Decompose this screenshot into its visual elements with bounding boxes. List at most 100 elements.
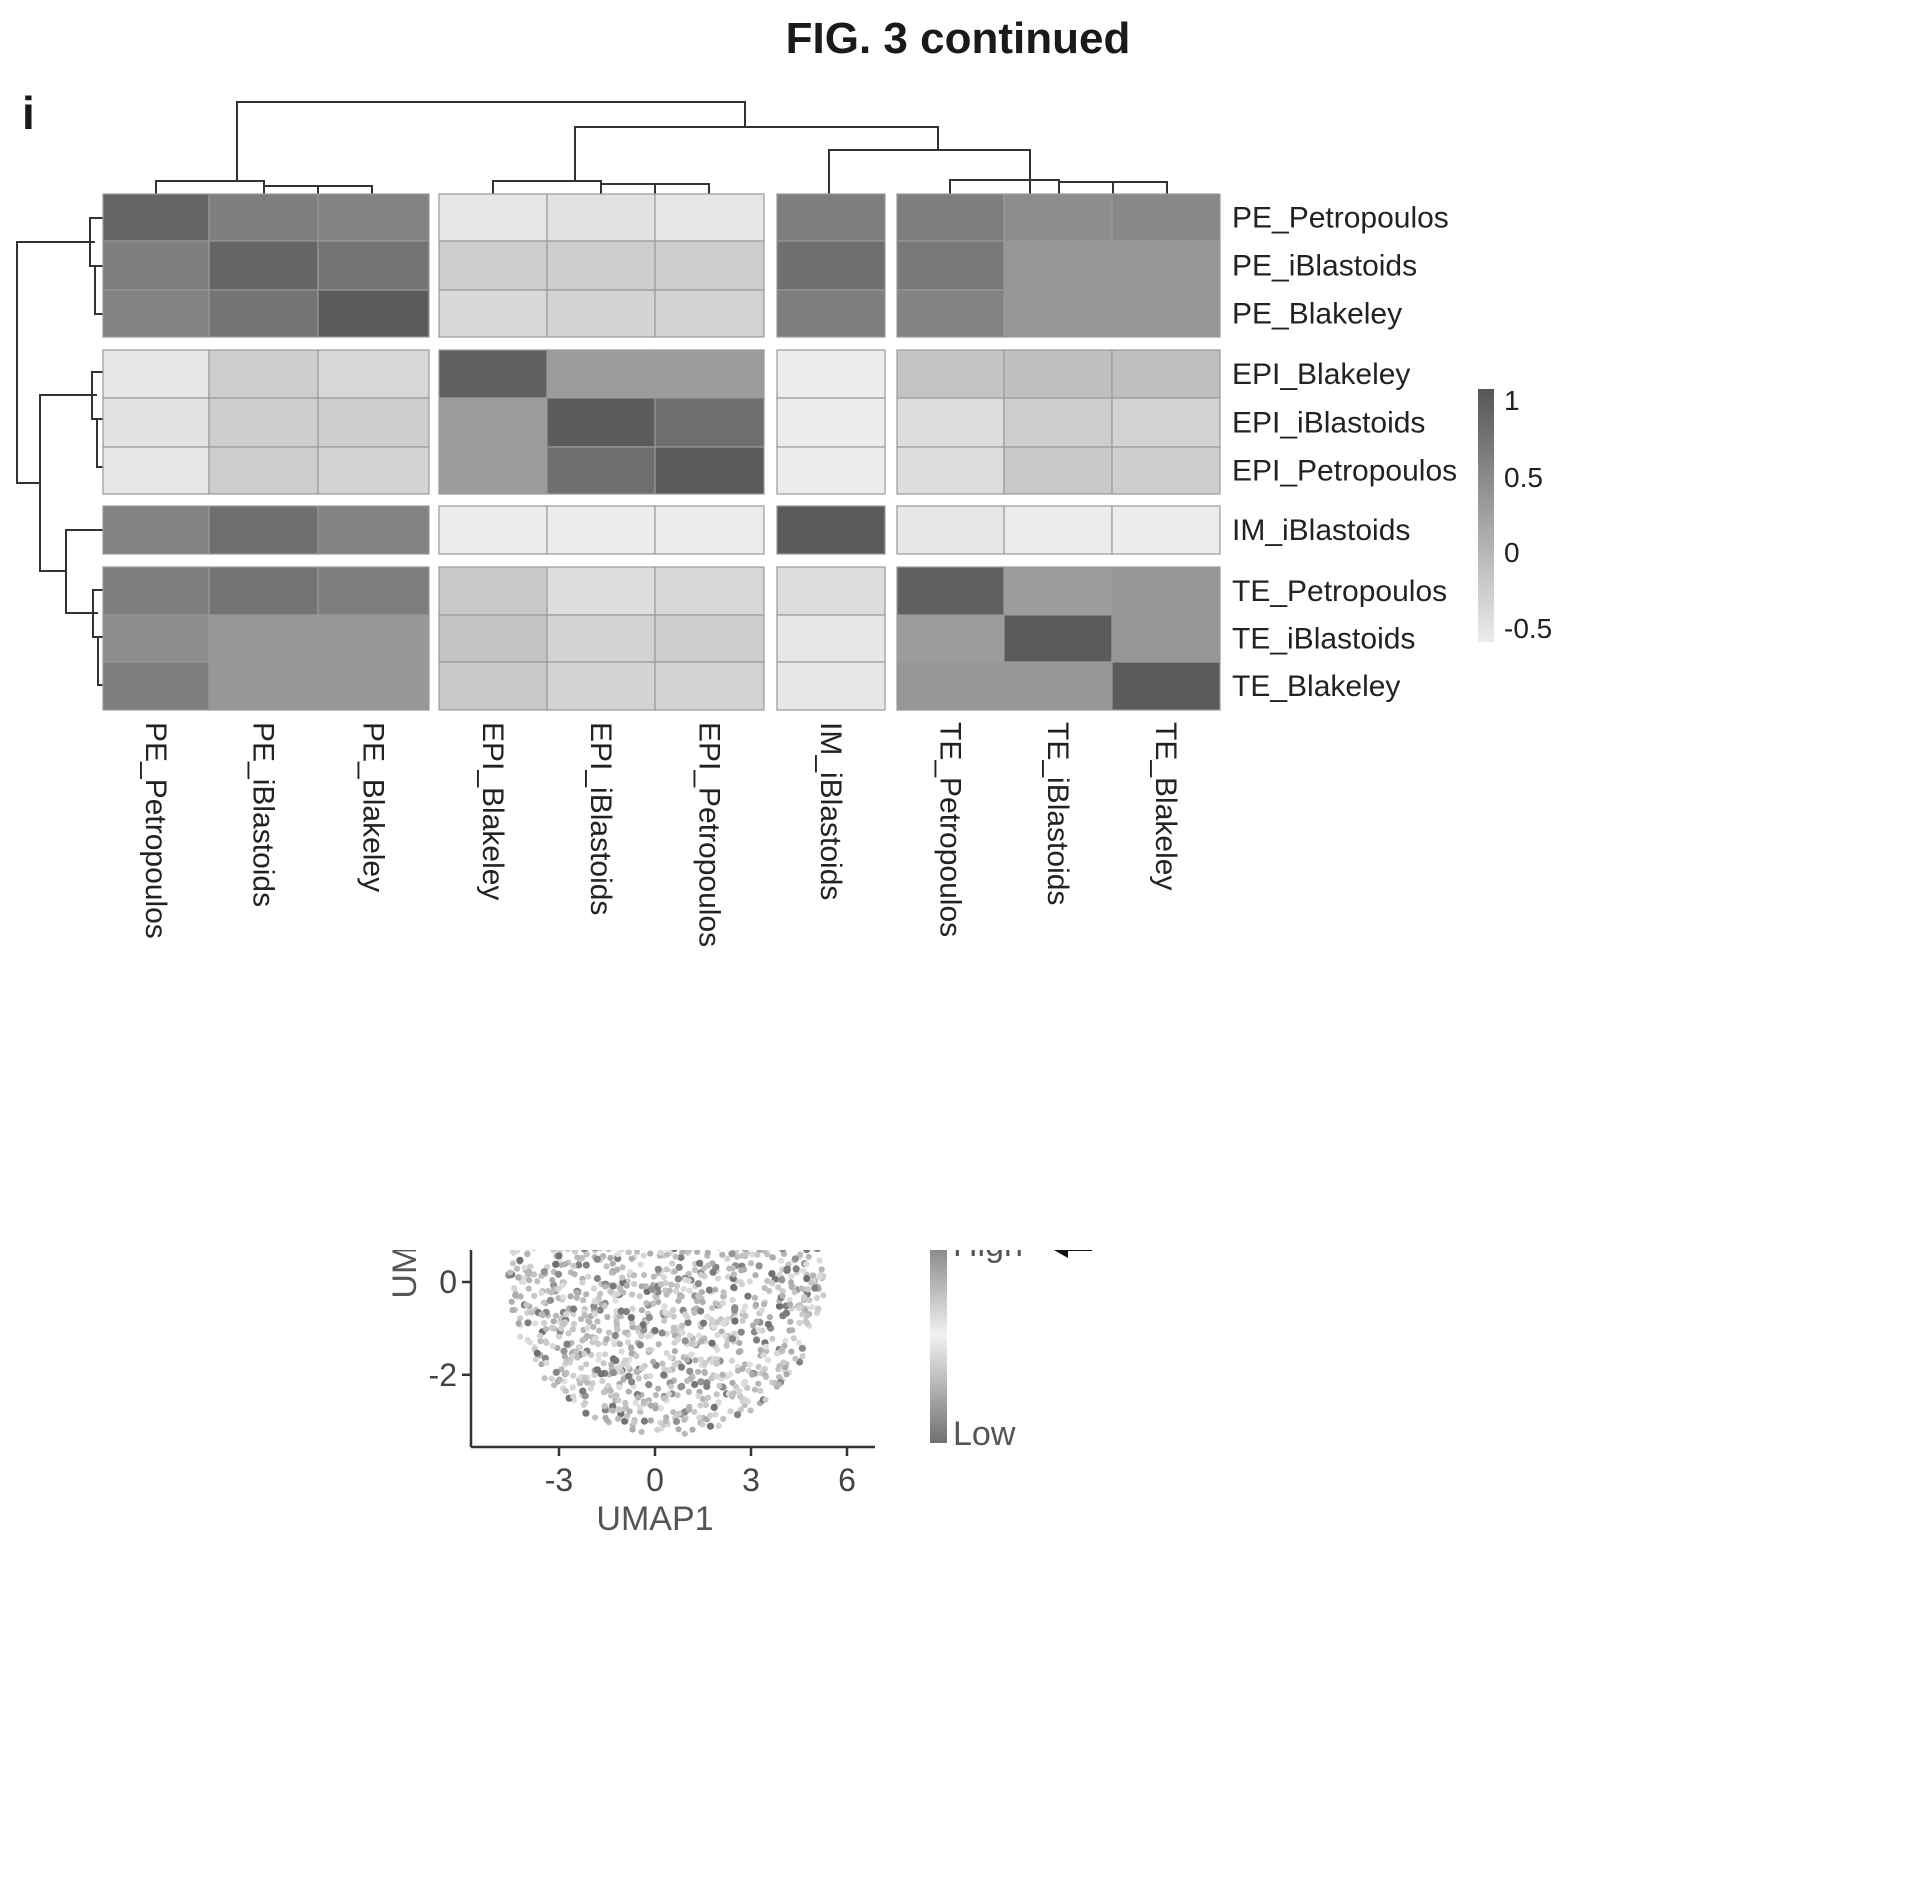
heatmap-cell: PE_Blakeley / TE_iBlastoids: 0.35 xyxy=(1003,289,1113,338)
scatter-point xyxy=(738,1281,746,1288)
scatter-point xyxy=(512,1292,519,1299)
scatter-point xyxy=(580,1401,587,1408)
heatmap-cell: TE_Petropoulos / TE_Petropoulos: 0.9 xyxy=(896,566,1005,616)
scatter-point xyxy=(581,1374,589,1381)
row-label: EPI_Petropoulos xyxy=(1232,455,1457,488)
scatter-point xyxy=(674,1392,681,1399)
scatter-point xyxy=(679,1250,686,1256)
scatter-point xyxy=(729,1297,736,1304)
scatter-point xyxy=(640,1398,648,1405)
heatmap-cell: EPI_iBlastoids / TE_Petropoulos: -0.35 xyxy=(896,397,1005,448)
scatter-point xyxy=(695,1393,702,1400)
dendrogram-branch xyxy=(65,529,103,614)
scatter-point xyxy=(645,1347,653,1354)
scatter-point xyxy=(648,1402,655,1409)
scatter-point xyxy=(618,1348,625,1355)
scatter-point xyxy=(570,1393,577,1400)
scatter-point xyxy=(787,1250,792,1251)
scatter-point xyxy=(734,1253,741,1260)
scatter-point xyxy=(691,1408,698,1415)
scatter-point xyxy=(533,1349,541,1357)
scatter-point xyxy=(661,1395,668,1402)
heatmap-cell: TE_iBlastoids / TE_Blakeley: 0.35 xyxy=(1111,614,1221,663)
scatter-point xyxy=(715,1422,722,1429)
scatter-point xyxy=(799,1311,806,1318)
scatter-point xyxy=(755,1363,762,1370)
scatter-point xyxy=(590,1323,597,1330)
heatmap-cell: TE_Blakeley / PE_Blakeley: 0.35 xyxy=(317,661,430,711)
scatter-point xyxy=(537,1332,544,1339)
heatmap-cell: EPI_Blakeley / TE_iBlastoids: -0.05 xyxy=(1003,349,1113,399)
scatter-point xyxy=(701,1273,708,1280)
scatter-point xyxy=(752,1272,759,1279)
scatter-point xyxy=(525,1285,532,1292)
heatmap-cell: EPI_Petropoulos / TE_Blakeley: -0.2 xyxy=(1111,446,1221,495)
colorbar-gradient xyxy=(1478,389,1494,642)
scatter-point xyxy=(705,1262,712,1269)
scatter-point xyxy=(579,1387,587,1395)
scatter-point xyxy=(726,1371,734,1378)
scatter-point xyxy=(811,1284,819,1292)
scatter-point xyxy=(675,1263,683,1271)
heatmap-cell: EPI_Petropoulos / EPI_Petropoulos: 0.95 xyxy=(654,446,765,495)
scatter-point xyxy=(642,1283,650,1290)
heatmap-cell: PE_iBlastoids / IM_iBlastoids: 0.75 xyxy=(776,240,886,291)
scatter-point xyxy=(628,1378,636,1386)
scatter-point xyxy=(788,1348,795,1355)
scatter-point xyxy=(514,1265,521,1272)
scatter-point xyxy=(573,1348,580,1355)
scatter-point xyxy=(622,1404,629,1411)
scatter-point xyxy=(662,1309,669,1316)
row-label: TE_Blakeley xyxy=(1232,670,1400,703)
scatter-point xyxy=(565,1330,572,1337)
scatter-point xyxy=(654,1426,661,1433)
scatter-point xyxy=(641,1272,648,1279)
heatmap-cell: EPI_iBlastoids / EPI_Petropoulos: 0.75 xyxy=(654,397,765,448)
scatter-point xyxy=(691,1309,698,1316)
row-label: EPI_Blakeley xyxy=(1232,358,1410,391)
dendrogram-branch xyxy=(318,185,373,194)
scatter-point xyxy=(555,1252,563,1260)
scatter-point xyxy=(775,1381,782,1388)
scatter-point xyxy=(581,1350,588,1357)
scatter-point xyxy=(738,1267,745,1274)
scatter-point xyxy=(606,1250,612,1252)
scatter-point xyxy=(515,1274,522,1281)
scatter-point xyxy=(782,1364,789,1371)
scatter-point xyxy=(524,1251,531,1258)
heatmap-cell: TE_Blakeley / EPI_iBlastoids: -0.25 xyxy=(546,661,656,711)
scatter-point xyxy=(629,1305,636,1312)
heatmap-cell: EPI_Blakeley / TE_Blakeley: -0.05 xyxy=(1111,349,1221,399)
scatter-point xyxy=(666,1287,673,1294)
scatter-point xyxy=(752,1301,760,1308)
heatmap-cell: PE_Blakeley / TE_Blakeley: 0.35 xyxy=(1111,289,1221,338)
scatter-point xyxy=(639,1321,647,1329)
heatmap-cell: EPI_Blakeley / EPI_Petropoulos: 0.3 xyxy=(654,349,765,399)
heatmap-cell: PE_iBlastoids / EPI_Blakeley: -0.2 xyxy=(438,240,548,291)
scatter-point xyxy=(684,1377,691,1384)
scatter-point xyxy=(670,1307,677,1314)
legend-arrow-head xyxy=(1053,1250,1068,1258)
scatter-point xyxy=(609,1369,618,1377)
scatter-point xyxy=(703,1401,710,1408)
scatter-point xyxy=(556,1376,563,1383)
scatter-point xyxy=(707,1412,714,1419)
scatter-point xyxy=(778,1276,786,1284)
scatter-point xyxy=(716,1250,721,1251)
scatter-point xyxy=(694,1280,703,1288)
scatter-point xyxy=(686,1367,694,1375)
heatmap-cell: PE_Petropoulos / EPI_iBlastoids: -0.4 xyxy=(546,193,656,242)
scatter-point xyxy=(778,1346,786,1353)
heatmap-cell: PE_Petropoulos / IM_iBlastoids: 0.6 xyxy=(776,193,886,242)
scatter-point xyxy=(624,1363,631,1370)
heatmap-cell: TE_Blakeley / TE_Blakeley: 0.95 xyxy=(1111,661,1221,711)
plot-axes: 420-2-3036TE_iBlastoidsUMAP1UMAP2 xyxy=(386,1250,875,1538)
scatter-point xyxy=(730,1283,738,1292)
scatter-point xyxy=(540,1268,548,1276)
scatter-point xyxy=(595,1356,602,1363)
scatter-point xyxy=(663,1417,670,1424)
scatter-point xyxy=(614,1326,621,1333)
scatter-point xyxy=(721,1332,728,1339)
scatter-point xyxy=(549,1343,556,1350)
scatter-point xyxy=(680,1285,687,1293)
